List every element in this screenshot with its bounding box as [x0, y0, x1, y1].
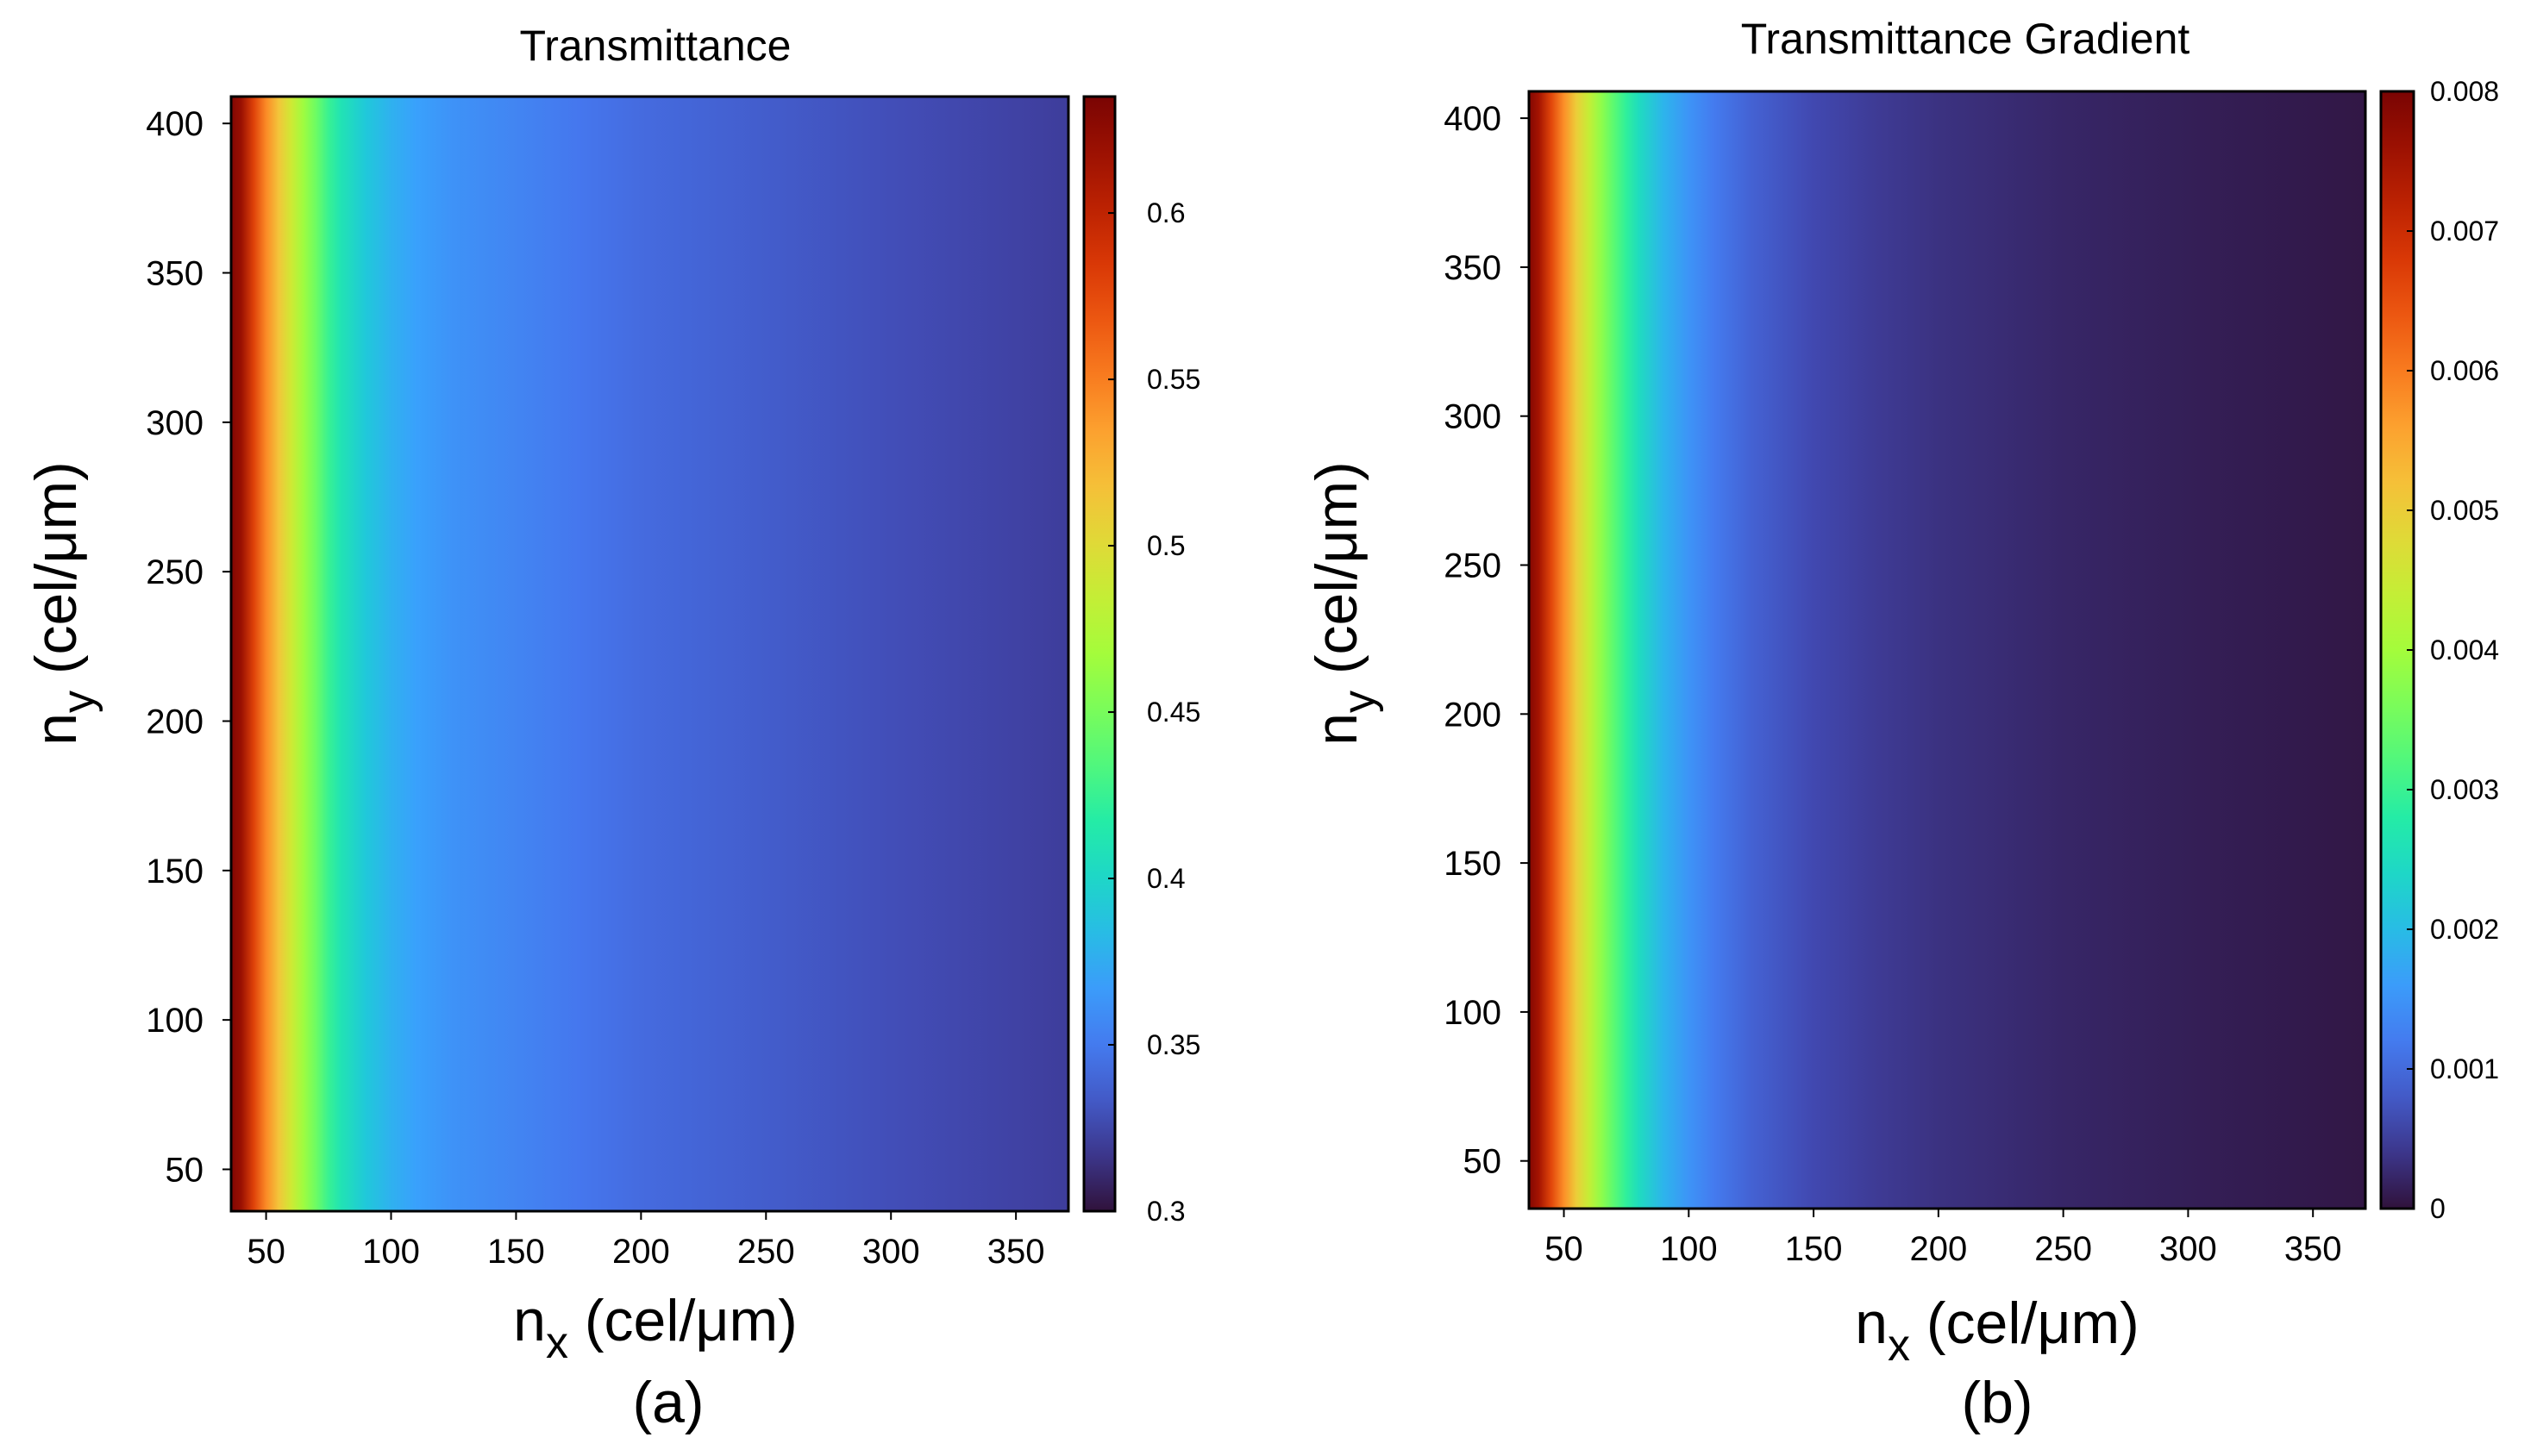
- colorbar-tick-label: 0.6: [1147, 197, 1185, 228]
- x-axis-label: nx (cel/μm): [1855, 1290, 2139, 1371]
- y-tick-label: 200: [1444, 696, 1501, 734]
- colorbar-tick-label: 0: [2430, 1193, 2446, 1224]
- colorbar-tick-label: 0.3: [1147, 1196, 1185, 1227]
- y-tick-label: 400: [1444, 100, 1501, 138]
- y-tick-label: 250: [146, 553, 204, 591]
- x-tick-label: 50: [247, 1233, 285, 1271]
- chart-svg: Transmittance Gradient 50 100 150 200 250 300 3…: [1304, 15, 2499, 1435]
- x-axis-label: nx (cel/μm): [513, 1288, 798, 1368]
- colorbar-tick-label: 0.008: [2430, 76, 2499, 107]
- x-tick-label: 100: [1660, 1230, 1718, 1268]
- colorbar: [1082, 95, 1117, 1213]
- colorbar-tick-label: 0.006: [2430, 355, 2499, 386]
- colorbar-tick-label: 0.003: [2430, 774, 2499, 805]
- y-tick-label: 100: [1444, 994, 1501, 1032]
- panel-a-transmittance: Transmittance 50 100 150 200 250 300 350 50 100 15…: [0, 0, 1268, 1456]
- y-tick-label: 300: [146, 404, 204, 442]
- colorbar-tick-label: 0.45: [1147, 697, 1200, 728]
- colorbar-tick-label: 0.007: [2430, 216, 2499, 247]
- colorbar-tick-label: 0.55: [1147, 364, 1200, 395]
- x-tick-label: 300: [862, 1233, 920, 1271]
- y-axis-label: ny (cel/μm): [23, 461, 103, 746]
- x-tick-label: 300: [2159, 1230, 2217, 1268]
- y-tick-label: 150: [1444, 845, 1501, 883]
- chart-title: Transmittance: [520, 22, 792, 70]
- x-tick-label: 350: [2284, 1230, 2342, 1268]
- y-tick-label: 50: [166, 1151, 204, 1189]
- y-tick-label: 350: [146, 255, 204, 293]
- panel-b-transmittance-gradient: Transmittance Gradient 50 100 150 200 250 300 3…: [1268, 0, 2537, 1456]
- x-tick-label: 100: [362, 1233, 420, 1271]
- colorbar-tick-label: 0.002: [2430, 914, 2499, 945]
- heatmap-field: [1527, 90, 2367, 1210]
- y-axis-label: ny (cel/μm): [1304, 461, 1384, 746]
- x-tick-label: 200: [1909, 1230, 1967, 1268]
- chart-title: Transmittance Gradient: [1741, 15, 2190, 63]
- y-tick-label: 200: [146, 703, 204, 740]
- heatmap-field: [229, 95, 1070, 1213]
- colorbar-tick-label: 0.5: [1147, 530, 1185, 561]
- colorbar-tick-label: 0.004: [2430, 634, 2499, 666]
- x-tick-label: 150: [487, 1233, 545, 1271]
- y-tick-label: 100: [146, 1002, 204, 1040]
- x-tick-label: 250: [737, 1233, 795, 1271]
- y-tick-label: 150: [146, 853, 204, 890]
- panel-label: (a): [632, 1370, 704, 1435]
- chart-svg: Transmittance 50 100 150 200 250 300 350 50 100 15…: [23, 22, 1200, 1435]
- colorbar-tick-label: 0.001: [2430, 1053, 2499, 1084]
- x-tick-label: 150: [1785, 1230, 1843, 1268]
- colorbar-tick-label: 0.35: [1147, 1029, 1200, 1060]
- x-tick-label: 200: [612, 1233, 670, 1271]
- y-tick-label: 250: [1444, 547, 1501, 585]
- y-tick-label: 300: [1444, 398, 1501, 436]
- colorbar-tick-label: 0.005: [2430, 495, 2499, 526]
- y-tick-label: 350: [1444, 249, 1501, 287]
- x-tick-label: 250: [2034, 1230, 2092, 1268]
- panel-label: (b): [1961, 1370, 2033, 1435]
- y-tick-label: 400: [146, 105, 204, 143]
- y-tick-label: 50: [1463, 1143, 1502, 1181]
- x-tick-label: 50: [1544, 1230, 1583, 1268]
- x-tick-label: 350: [987, 1233, 1045, 1271]
- colorbar-tick-label: 0.4: [1147, 863, 1185, 894]
